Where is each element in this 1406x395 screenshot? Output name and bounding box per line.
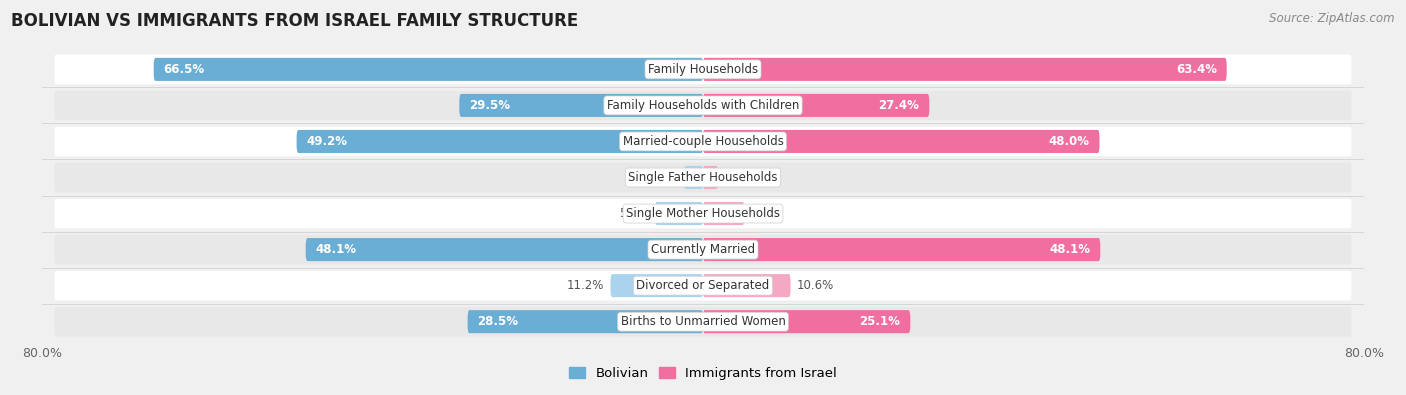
Text: 27.4%: 27.4% xyxy=(879,99,920,112)
Text: Currently Married: Currently Married xyxy=(651,243,755,256)
FancyBboxPatch shape xyxy=(55,90,1351,120)
Text: 29.5%: 29.5% xyxy=(470,99,510,112)
Text: Births to Unmarried Women: Births to Unmarried Women xyxy=(620,315,786,328)
FancyBboxPatch shape xyxy=(655,202,703,225)
Text: 1.8%: 1.8% xyxy=(724,171,754,184)
Text: Single Father Households: Single Father Households xyxy=(628,171,778,184)
FancyBboxPatch shape xyxy=(610,274,703,297)
FancyBboxPatch shape xyxy=(55,199,1351,228)
FancyBboxPatch shape xyxy=(703,310,910,333)
Text: Married-couple Households: Married-couple Households xyxy=(623,135,783,148)
FancyBboxPatch shape xyxy=(468,310,703,333)
Text: 48.1%: 48.1% xyxy=(315,243,357,256)
Text: 48.1%: 48.1% xyxy=(1049,243,1091,256)
Text: Family Households: Family Households xyxy=(648,63,758,76)
FancyBboxPatch shape xyxy=(55,163,1351,192)
FancyBboxPatch shape xyxy=(703,94,929,117)
Text: 49.2%: 49.2% xyxy=(307,135,347,148)
Text: Family Households with Children: Family Households with Children xyxy=(607,99,799,112)
FancyBboxPatch shape xyxy=(703,202,744,225)
FancyBboxPatch shape xyxy=(703,238,1101,261)
FancyBboxPatch shape xyxy=(153,58,703,81)
Text: Divorced or Separated: Divorced or Separated xyxy=(637,279,769,292)
FancyBboxPatch shape xyxy=(55,127,1351,156)
FancyBboxPatch shape xyxy=(703,58,1226,81)
FancyBboxPatch shape xyxy=(683,166,703,189)
FancyBboxPatch shape xyxy=(55,55,1351,84)
Text: 5.8%: 5.8% xyxy=(619,207,648,220)
Text: BOLIVIAN VS IMMIGRANTS FROM ISRAEL FAMILY STRUCTURE: BOLIVIAN VS IMMIGRANTS FROM ISRAEL FAMIL… xyxy=(11,12,578,30)
Text: 28.5%: 28.5% xyxy=(478,315,519,328)
FancyBboxPatch shape xyxy=(297,130,703,153)
Text: 10.6%: 10.6% xyxy=(797,279,834,292)
FancyBboxPatch shape xyxy=(305,238,703,261)
Text: Single Mother Households: Single Mother Households xyxy=(626,207,780,220)
Text: 11.2%: 11.2% xyxy=(567,279,605,292)
Text: 63.4%: 63.4% xyxy=(1175,63,1216,76)
Text: 48.0%: 48.0% xyxy=(1049,135,1090,148)
FancyBboxPatch shape xyxy=(55,307,1351,337)
FancyBboxPatch shape xyxy=(55,235,1351,264)
Text: 5.0%: 5.0% xyxy=(751,207,780,220)
Text: Source: ZipAtlas.com: Source: ZipAtlas.com xyxy=(1270,12,1395,25)
Text: 66.5%: 66.5% xyxy=(163,63,205,76)
Text: 2.3%: 2.3% xyxy=(648,171,678,184)
FancyBboxPatch shape xyxy=(460,94,703,117)
FancyBboxPatch shape xyxy=(55,271,1351,301)
FancyBboxPatch shape xyxy=(703,166,718,189)
FancyBboxPatch shape xyxy=(703,274,790,297)
Legend: Bolivian, Immigrants from Israel: Bolivian, Immigrants from Israel xyxy=(564,361,842,385)
Text: 25.1%: 25.1% xyxy=(859,315,900,328)
FancyBboxPatch shape xyxy=(703,130,1099,153)
